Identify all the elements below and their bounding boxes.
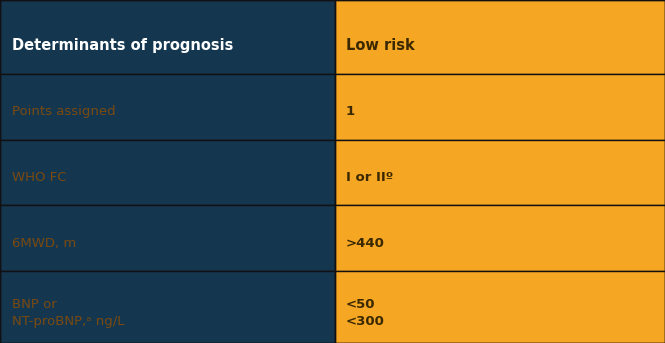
Text: >440: >440 [346,237,384,250]
Bar [335,74,665,140]
Text: Determinants of prognosis: Determinants of prognosis [12,38,233,53]
Bar [335,0,665,74]
Text: Low risk: Low risk [346,38,414,53]
Bar [0,0,335,74]
Text: WHO FC: WHO FC [12,171,66,184]
Bar [0,140,335,205]
Text: <50
<300: <50 <300 [346,298,384,328]
Bar [335,140,665,205]
Bar [0,271,335,343]
Text: I or IIº: I or IIº [346,171,393,184]
Text: Points assigned: Points assigned [12,105,116,118]
Text: BNP or
NT-proBNP,ᵃ ng/L: BNP or NT-proBNP,ᵃ ng/L [12,298,124,328]
Bar [0,74,335,140]
Bar [335,205,665,271]
Bar [335,271,665,343]
Text: 6MWD, m: 6MWD, m [12,237,76,250]
Text: 1: 1 [346,105,355,118]
Bar [0,205,335,271]
